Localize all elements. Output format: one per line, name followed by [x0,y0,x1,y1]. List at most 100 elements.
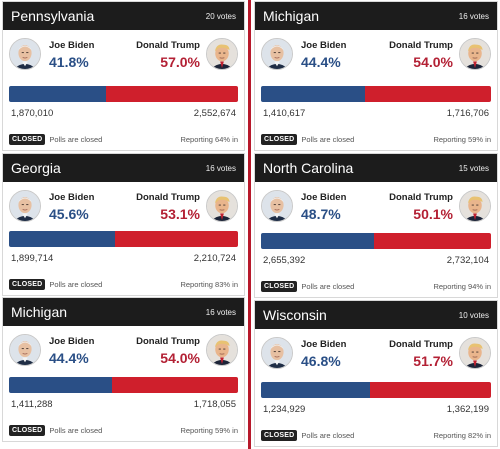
candidates-row: Joe Biden 48.7% Donald Trump 50.1% [255,184,497,230]
election-card-georgia: Georgia 16 votes Joe Biden 45.6% Donald … [2,153,245,296]
election-card-north-carolina: North Carolina 15 votes Joe Biden 48.7% … [254,153,498,298]
biden-vote-count: 1,411,288 [11,399,53,410]
biden-avatar [9,38,41,70]
biden-bar-segment [261,382,371,398]
biden-avatar [261,337,293,369]
closed-badge: CLOSED [261,281,298,292]
biden-avatar [261,190,293,222]
trump-name: Donald Trump [389,192,453,203]
election-card-wisconsin: Wisconsin 10 votes Joe Biden 46.8% Donal… [254,300,498,447]
closed-badge: CLOSED [261,134,298,145]
trump-vote-count: 1,716,706 [446,108,489,119]
electoral-votes: 20 votes [205,11,236,21]
reporting-status: Reporting 82% in [433,431,491,440]
trump-name: Donald Trump [389,339,453,350]
trump-avatar [459,38,491,70]
trump-bar-segment [364,86,491,102]
trump-name: Donald Trump [136,192,200,203]
trump-percent: 54.0% [413,54,453,70]
biden-bar-segment [261,233,375,249]
trump-vote-count: 2,732,104 [446,255,489,266]
biden-percent: 44.4% [49,350,89,366]
biden-vote-count: 1,234,929 [263,404,306,415]
polls-status: Polls are closed [49,426,103,435]
polls-status: Polls are closed [49,135,103,144]
trump-avatar [206,334,238,366]
trump-bar-segment [105,86,238,102]
reporting-status: Reporting 64% in [180,135,238,144]
card-header: Pennsylvania 20 votes [3,2,244,30]
card-footer: CLOSED Polls are closed Reporting 83% in [9,279,238,290]
election-card-michigan-1: Michigan 16 votes Joe Biden 44.4% Donald… [254,1,498,151]
trump-bar-segment [374,233,491,249]
candidates-row: Joe Biden 44.4% Donald Trump 54.0% [3,328,244,374]
red-divider [248,0,251,449]
biden-vote-count: 2,655,392 [263,255,306,266]
trump-name: Donald Trump [136,336,200,347]
biden-name: Joe Biden [49,336,95,347]
polls-status: Polls are closed [301,135,355,144]
polls-status: Polls are closed [301,431,355,440]
trump-vote-count: 1,718,055 [193,399,236,410]
state-name: Michigan [11,304,68,320]
vote-counts: 1,411,288 1,718,055 [11,399,236,410]
candidates-row: Joe Biden 41.8% Donald Trump 57.0% [3,32,244,78]
vote-share-bar [9,377,238,393]
biden-bar-segment [9,231,115,247]
state-name: Georgia [11,160,61,176]
card-footer: CLOSED Polls are closed Reporting 94% in [261,281,491,292]
vote-counts: 1,410,617 1,716,706 [263,108,489,119]
trump-percent: 50.1% [413,206,453,222]
trump-percent: 57.0% [160,54,200,70]
biden-name: Joe Biden [49,192,95,203]
card-footer: CLOSED Polls are closed Reporting 64% in [9,134,238,145]
vote-share-bar [9,86,238,102]
trump-avatar [206,190,238,222]
card-footer: CLOSED Polls are closed Reporting 59% in [9,425,238,436]
polls-status: Polls are closed [49,280,103,289]
trump-vote-count: 2,552,674 [193,108,236,119]
state-name: North Carolina [263,160,354,176]
card-header: Michigan 16 votes [255,2,497,30]
polls-status: Polls are closed [301,282,355,291]
vote-counts: 1,870,010 2,552,674 [11,108,236,119]
trump-percent: 53.1% [160,206,200,222]
reporting-status: Reporting 83% in [180,280,238,289]
electoral-votes: 16 votes [458,11,489,21]
state-name: Wisconsin [263,307,327,323]
trump-name: Donald Trump [389,40,453,51]
vote-counts: 1,899,714 2,210,724 [11,253,236,264]
reporting-status: Reporting 59% in [180,426,238,435]
state-name: Pennsylvania [11,8,95,24]
trump-bar-segment [112,377,238,393]
card-header: Georgia 16 votes [3,154,244,182]
candidates-row: Joe Biden 46.8% Donald Trump 51.7% [255,331,497,377]
biden-bar-segment [9,377,113,393]
biden-avatar [9,334,41,366]
electoral-votes: 15 votes [458,163,489,173]
candidates-row: Joe Biden 44.4% Donald Trump 54.0% [255,32,497,78]
card-header: Michigan 16 votes [3,298,244,326]
biden-percent: 46.8% [301,353,341,369]
biden-avatar [261,38,293,70]
election-card-michigan-2: Michigan 16 votes Joe Biden 44.4% Donald… [2,297,245,442]
state-name: Michigan [263,8,320,24]
card-footer: CLOSED Polls are closed Reporting 82% in [261,430,491,441]
electoral-votes: 16 votes [205,163,236,173]
vote-share-bar [261,382,491,398]
trump-name: Donald Trump [136,40,200,51]
biden-vote-count: 1,870,010 [11,108,54,119]
biden-name: Joe Biden [301,192,347,203]
biden-vote-count: 1,410,617 [263,108,306,119]
candidates-row: Joe Biden 45.6% Donald Trump 53.1% [3,184,244,230]
biden-percent: 45.6% [49,206,89,222]
vote-share-bar [261,86,491,102]
card-header: Wisconsin 10 votes [255,301,497,329]
trump-vote-count: 2,210,724 [193,253,236,264]
biden-percent: 41.8% [49,54,89,70]
reporting-status: Reporting 59% in [433,135,491,144]
biden-name: Joe Biden [301,339,347,350]
trump-bar-segment [370,382,491,398]
biden-percent: 44.4% [301,54,341,70]
reporting-status: Reporting 94% in [433,282,491,291]
